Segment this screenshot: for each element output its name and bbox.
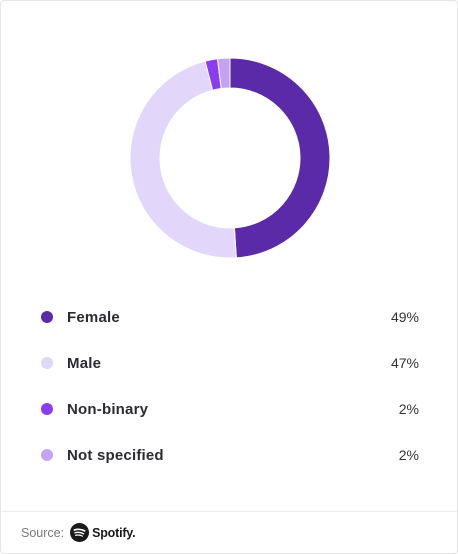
legend-swatch [41, 449, 53, 461]
legend-item-non-binary[interactable]: Non-binary 2% [41, 386, 419, 432]
legend-swatch [41, 403, 53, 415]
legend-label: Male [67, 354, 102, 372]
legend-value: 49% [390, 309, 419, 325]
legend-swatch [41, 311, 53, 323]
donut-chart [1, 1, 458, 291]
legend-label: Female [67, 308, 120, 326]
source-footer: Source: Spotify. [1, 511, 457, 553]
legend-item-female[interactable]: Female 49% [41, 294, 419, 340]
donut-slice-male[interactable] [129, 60, 237, 259]
spotify-icon [70, 523, 90, 542]
legend-label: Not specified [67, 446, 164, 464]
legend-value: 2% [398, 401, 419, 417]
legend-label: Non-binary [67, 400, 149, 418]
legend-item-not-specified[interactable]: Not specified 2% [41, 432, 419, 478]
chart-legend: Female 49% Male 47% Non-binary 2% Not specifie… [41, 294, 419, 478]
donut-slice-not-specified[interactable] [216, 57, 231, 90]
legend-item-male[interactable]: Male 47% [41, 340, 419, 386]
legend-swatch [41, 357, 53, 369]
donut-chart-svg [129, 57, 331, 259]
legend-value: 47% [390, 355, 419, 371]
donut-slice-female[interactable] [229, 57, 331, 259]
spotify-brand-text: Spotify. [92, 525, 136, 540]
spotify-logo[interactable]: Spotify. [70, 523, 136, 542]
legend-value: 2% [398, 447, 419, 463]
source-label: Source: [21, 525, 65, 540]
